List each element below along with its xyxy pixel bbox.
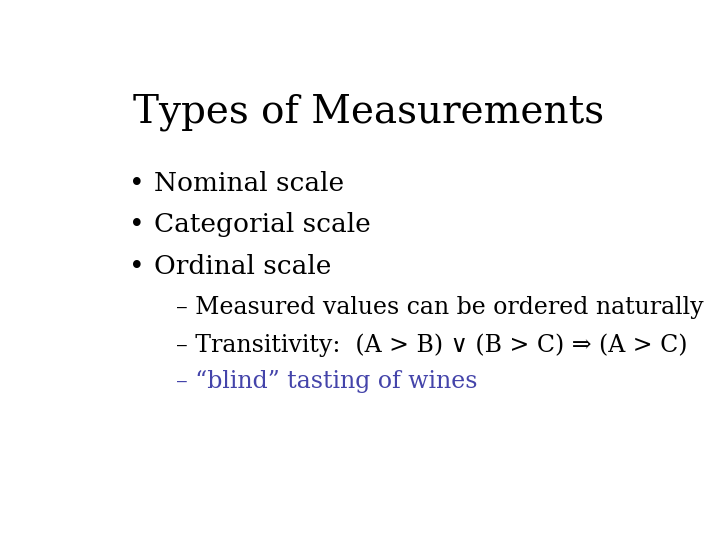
Text: – Transitivity:  (A > B) ∨ (B > C) ⇒ (A > C): – Transitivity: (A > B) ∨ (B > C) ⇒ (A >… [176, 333, 688, 356]
Text: Categorial scale: Categorial scale [154, 212, 371, 238]
Text: •: • [129, 171, 145, 196]
Text: •: • [129, 254, 145, 279]
Text: Ordinal scale: Ordinal scale [154, 254, 331, 279]
Text: Nominal scale: Nominal scale [154, 171, 344, 196]
Text: Types of Measurements: Types of Measurements [133, 94, 605, 131]
Text: – Measured values can be ordered naturally: – Measured values can be ordered natural… [176, 295, 704, 319]
Text: •: • [129, 212, 145, 238]
Text: – “blind” tasting of wines: – “blind” tasting of wines [176, 370, 478, 394]
